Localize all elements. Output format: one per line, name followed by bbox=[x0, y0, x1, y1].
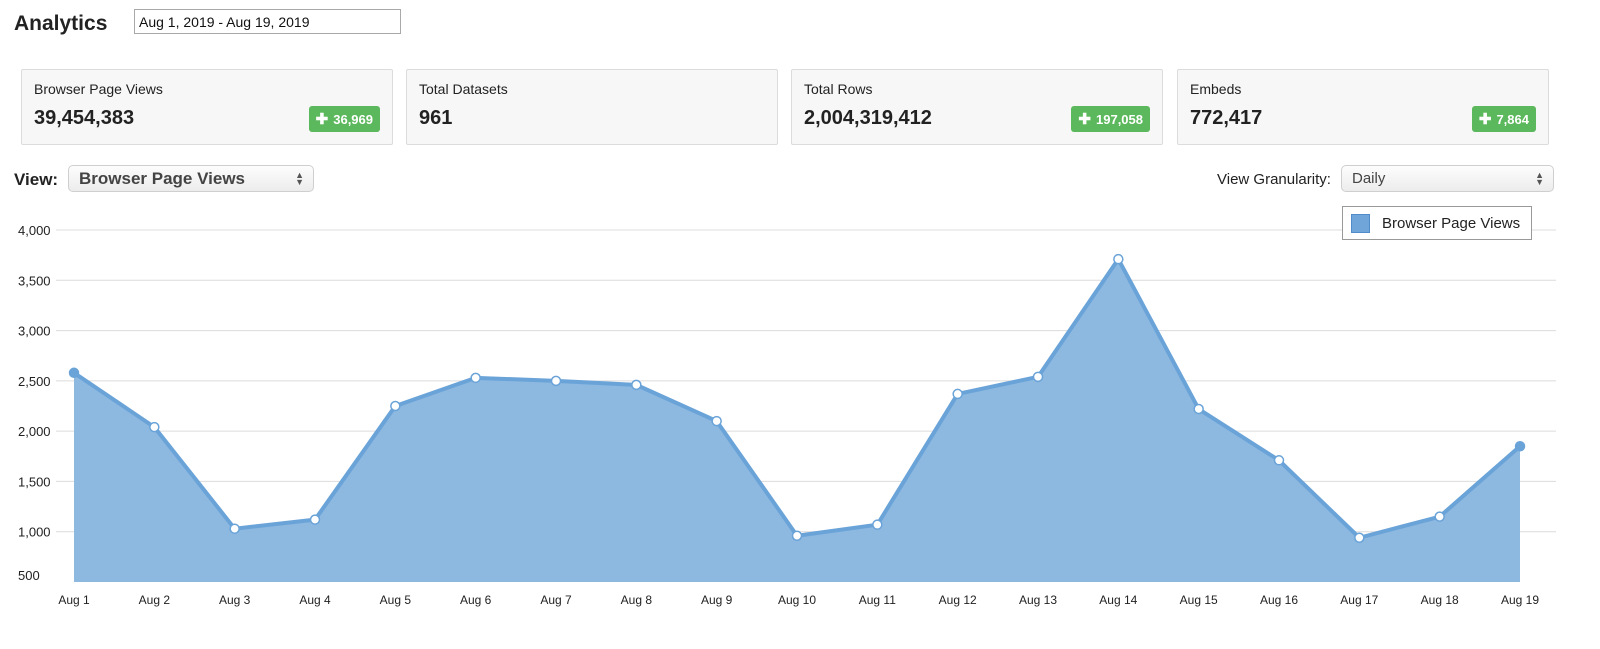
data-point bbox=[1434, 511, 1445, 522]
stat-card-browser-page-views: Browser Page Views 39,454,383 ✚ 36,969 bbox=[21, 69, 393, 145]
data-point bbox=[550, 375, 562, 387]
page-title: Analytics bbox=[14, 12, 108, 35]
x-tick-label: Aug 4 bbox=[299, 593, 331, 607]
view-label: View: bbox=[14, 170, 59, 189]
plus-icon: ✚ bbox=[1078, 110, 1091, 128]
page-views-chart: 500 1,000 1,500 2,000 2,500 3,000 3,500 4,000 Au… bbox=[18, 223, 1556, 607]
data-point bbox=[1113, 253, 1124, 265]
view-select[interactable]: Browser Page Views ▲ ▼ bbox=[68, 165, 314, 192]
data-point bbox=[791, 530, 803, 541]
data-point bbox=[229, 523, 240, 534]
x-tick-label: Aug 1 bbox=[58, 593, 90, 607]
stat-label: Total Datasets bbox=[419, 81, 508, 97]
plus-icon: ✚ bbox=[315, 110, 329, 128]
x-tick-label: Aug 16 bbox=[1260, 593, 1298, 607]
stat-value: 39,454,383 bbox=[34, 107, 135, 129]
x-tick-label: Aug 9 bbox=[701, 593, 733, 607]
change-badge-value: 197,058 bbox=[1096, 111, 1143, 127]
x-tick-label: Aug 2 bbox=[139, 593, 171, 607]
view-controls: View: Browser Page Views ▲ ▼ View Granula… bbox=[14, 165, 1586, 193]
data-point bbox=[470, 372, 481, 384]
legend-label: Browser Page Views bbox=[1382, 214, 1521, 232]
data-point bbox=[1514, 440, 1526, 452]
stat-label: Embeds bbox=[1190, 81, 1242, 97]
data-point bbox=[68, 367, 80, 379]
header: Analytics bbox=[14, 10, 107, 38]
y-tick-label: 1,500 bbox=[18, 474, 51, 489]
stat-card-total-rows: Total Rows 2,004,319,412 ✚ 197,058 bbox=[791, 69, 1163, 145]
x-tick-label: Aug 5 bbox=[380, 593, 412, 607]
granularity-select-value: Daily bbox=[1352, 170, 1386, 187]
x-tick-label: Aug 3 bbox=[219, 593, 251, 607]
stats-row: Browser Page Views 39,454,383 ✚ 36,969 T… bbox=[21, 69, 1584, 145]
y-tick-label: 2,000 bbox=[18, 424, 51, 439]
plus-icon: ✚ bbox=[1478, 110, 1492, 128]
change-badge: ✚ 7,864 bbox=[1471, 106, 1536, 132]
granularity-label: View Granularity: bbox=[1217, 171, 1331, 188]
data-point bbox=[872, 519, 883, 530]
x-tick-label: Aug 12 bbox=[939, 593, 977, 607]
series-area bbox=[74, 259, 1520, 582]
data-point bbox=[1193, 403, 1204, 415]
date-range-input[interactable] bbox=[134, 9, 401, 34]
y-tick-label: 1,000 bbox=[18, 525, 51, 540]
view-select-value: Browser Page Views bbox=[79, 168, 245, 188]
change-badge-value: 7,864 bbox=[1496, 111, 1529, 127]
granularity-select[interactable]: Daily ▲ ▼ bbox=[1341, 165, 1554, 192]
stat-value: 961 bbox=[419, 107, 453, 129]
select-arrows-icon: ▲ ▼ bbox=[295, 170, 304, 187]
x-tick-label: Aug 14 bbox=[1099, 593, 1137, 607]
x-tick-label: Aug 13 bbox=[1019, 593, 1057, 607]
y-tick-label: 4,000 bbox=[18, 223, 51, 238]
data-point bbox=[1273, 455, 1285, 466]
change-badge-value: 36,969 bbox=[333, 111, 373, 127]
stat-label: Total Rows bbox=[804, 81, 873, 97]
stat-card-total-datasets: Total Datasets 961 bbox=[406, 69, 778, 145]
select-arrows-icon: ▲ ▼ bbox=[1535, 170, 1544, 187]
y-tick-label: 3,500 bbox=[18, 273, 51, 288]
x-tick-label: Aug 15 bbox=[1180, 593, 1218, 607]
x-tick-label: Aug 19 bbox=[1501, 593, 1539, 607]
change-badge: ✚ 36,969 bbox=[308, 106, 380, 132]
change-badge: ✚ 197,058 bbox=[1071, 106, 1150, 132]
y-tick-label: 3,000 bbox=[18, 324, 51, 339]
x-tick-label: Aug 11 bbox=[859, 593, 896, 607]
x-tick-label: Aug 17 bbox=[1340, 593, 1378, 607]
y-tick-label: 500 bbox=[18, 568, 40, 583]
data-point bbox=[711, 415, 722, 427]
data-point bbox=[1354, 532, 1365, 543]
data-point bbox=[309, 514, 321, 525]
stat-card-embeds: Embeds 772,417 ✚ 7,864 bbox=[1177, 69, 1549, 145]
x-tick-label: Aug 10 bbox=[778, 593, 816, 607]
data-point bbox=[149, 421, 160, 433]
data-point bbox=[631, 379, 642, 391]
x-tick-label: Aug 7 bbox=[540, 593, 572, 607]
data-point bbox=[952, 388, 963, 400]
legend-swatch bbox=[1351, 213, 1370, 233]
x-tick-label: Aug 6 bbox=[460, 593, 492, 607]
chart-legend: Browser Page Views bbox=[1342, 206, 1532, 240]
data-point bbox=[390, 400, 401, 412]
y-tick-label: 2,500 bbox=[18, 374, 51, 389]
stat-value: 2,004,319,412 bbox=[804, 107, 932, 129]
data-point bbox=[1032, 371, 1044, 383]
stat-value: 772,417 bbox=[1190, 107, 1263, 129]
x-tick-label: Aug 18 bbox=[1421, 593, 1459, 607]
stat-label: Browser Page Views bbox=[34, 81, 163, 97]
x-tick-label: Aug 8 bbox=[621, 593, 653, 607]
